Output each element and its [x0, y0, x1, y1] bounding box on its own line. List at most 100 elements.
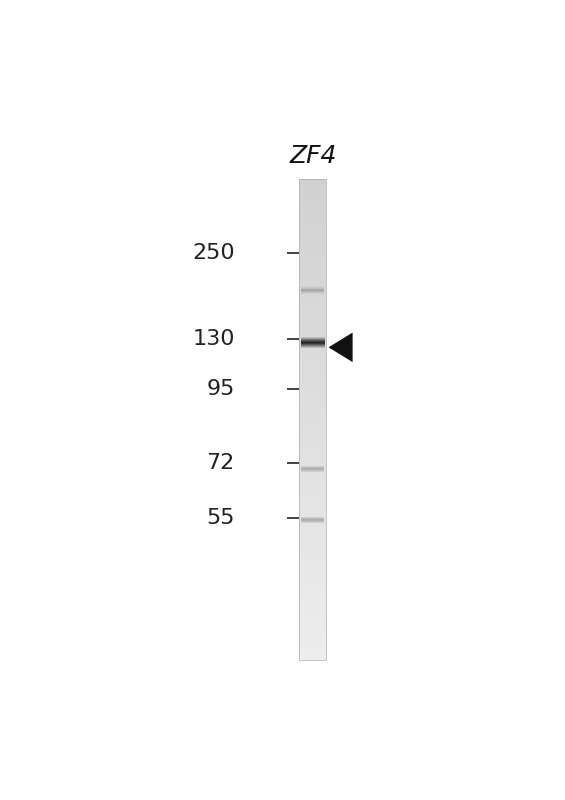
- Bar: [299, 222, 327, 224]
- Bar: [299, 464, 327, 465]
- Bar: [299, 447, 327, 448]
- Bar: [299, 433, 327, 434]
- Bar: [299, 648, 327, 649]
- Bar: [299, 476, 327, 477]
- Bar: [299, 637, 327, 638]
- Bar: [299, 572, 327, 573]
- Bar: [299, 448, 327, 450]
- Polygon shape: [328, 333, 353, 362]
- Bar: [299, 555, 327, 556]
- Bar: [299, 402, 327, 404]
- Bar: [299, 418, 327, 419]
- Bar: [299, 270, 327, 272]
- Bar: [299, 254, 327, 255]
- Bar: [299, 346, 327, 347]
- Bar: [299, 306, 327, 308]
- Bar: [299, 390, 327, 392]
- Bar: [299, 243, 327, 244]
- Bar: [299, 232, 327, 234]
- Bar: [299, 592, 327, 594]
- Bar: [299, 567, 327, 568]
- Bar: [299, 383, 327, 385]
- Bar: [299, 603, 327, 604]
- Bar: [299, 513, 327, 514]
- Bar: [299, 460, 327, 462]
- Bar: [299, 290, 327, 291]
- Bar: [299, 530, 327, 531]
- Bar: [299, 277, 327, 278]
- Bar: [299, 494, 327, 495]
- Bar: [299, 301, 327, 302]
- Bar: [299, 417, 327, 418]
- Bar: [299, 419, 327, 421]
- Bar: [299, 472, 327, 474]
- Bar: [299, 505, 327, 506]
- Bar: [299, 490, 327, 491]
- Bar: [299, 206, 327, 208]
- Bar: [299, 248, 327, 249]
- Bar: [299, 428, 327, 429]
- Bar: [299, 596, 327, 597]
- Bar: [299, 412, 327, 414]
- Bar: [299, 519, 327, 520]
- Bar: [299, 326, 327, 327]
- Bar: [299, 496, 327, 498]
- Bar: [299, 534, 327, 536]
- Bar: [299, 263, 327, 265]
- Bar: [299, 285, 327, 286]
- Bar: [299, 606, 327, 608]
- Bar: [299, 452, 327, 453]
- Bar: [299, 297, 327, 298]
- Bar: [299, 514, 327, 515]
- Bar: [299, 553, 327, 554]
- Bar: [299, 538, 327, 539]
- Bar: [299, 246, 327, 248]
- Bar: [299, 209, 327, 210]
- Bar: [299, 284, 327, 285]
- Bar: [299, 543, 327, 544]
- Bar: [299, 522, 327, 524]
- Bar: [299, 255, 327, 256]
- Bar: [299, 544, 327, 546]
- Bar: [299, 578, 327, 579]
- Bar: [299, 256, 327, 258]
- Bar: [299, 548, 327, 549]
- Bar: [299, 262, 327, 263]
- Bar: [299, 344, 327, 345]
- Bar: [299, 495, 327, 496]
- Bar: [299, 298, 327, 299]
- Text: 250: 250: [192, 243, 235, 263]
- Bar: [299, 442, 327, 443]
- Bar: [299, 272, 327, 273]
- Bar: [299, 508, 327, 510]
- Bar: [299, 459, 327, 460]
- Bar: [299, 199, 327, 201]
- Bar: [299, 537, 327, 538]
- Bar: [299, 406, 327, 407]
- Bar: [299, 503, 327, 505]
- Bar: [299, 614, 327, 615]
- Bar: [299, 467, 327, 469]
- Bar: [299, 561, 327, 562]
- Bar: [299, 515, 327, 517]
- Bar: [299, 210, 327, 211]
- Bar: [299, 469, 327, 470]
- Bar: [299, 359, 327, 361]
- Bar: [299, 507, 327, 508]
- Bar: [299, 450, 327, 452]
- Bar: [299, 483, 327, 484]
- Bar: [299, 190, 327, 191]
- Bar: [299, 531, 327, 532]
- Bar: [299, 291, 327, 292]
- Bar: [299, 216, 327, 218]
- Bar: [299, 323, 327, 325]
- Bar: [299, 251, 327, 253]
- Bar: [299, 241, 327, 242]
- Bar: [299, 203, 327, 204]
- Bar: [299, 653, 327, 654]
- Bar: [299, 554, 327, 555]
- Bar: [299, 395, 327, 397]
- Bar: [299, 613, 327, 614]
- Bar: [299, 407, 327, 409]
- Bar: [299, 632, 327, 634]
